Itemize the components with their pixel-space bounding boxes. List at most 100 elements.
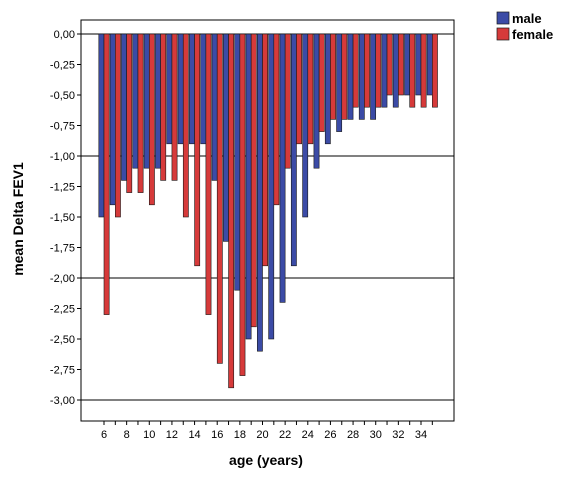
legend-swatch-male [496, 11, 510, 25]
bar-female-23 [296, 33, 302, 145]
bar-female-20 [262, 33, 268, 267]
bar-female-14 [194, 33, 201, 267]
bar-female-29 [364, 33, 370, 108]
x-tick-label-24: 24 [302, 429, 314, 441]
x-tick-label-34: 34 [415, 429, 427, 441]
bar-male-26 [324, 33, 331, 145]
bar-male-32 [392, 33, 399, 108]
legend-label-female: female [512, 27, 553, 42]
bar-male-21 [268, 33, 275, 340]
bar-male-15 [200, 33, 207, 145]
bar-male-33 [404, 33, 410, 96]
plot-frame [80, 19, 455, 422]
bar-male-17 [223, 33, 229, 242]
bar-female-26 [330, 33, 336, 120]
bar-female-33 [409, 33, 416, 108]
x-tick-label-20: 20 [256, 429, 268, 441]
bar-female-17 [228, 33, 235, 389]
x-tick-label-12: 12 [166, 429, 178, 441]
legend-label-male: male [512, 11, 542, 26]
y-tick-label-11: -2,75 [50, 365, 75, 377]
y-tick-label-8: -2,00 [50, 273, 75, 285]
bar-female-31 [386, 33, 393, 96]
bar-male-20 [256, 33, 263, 352]
x-axis-title: age (years) [229, 452, 303, 468]
bar-male-28 [347, 33, 354, 120]
bar-male-27 [336, 33, 343, 132]
bar-male-16 [211, 33, 218, 181]
bar-male-31 [381, 33, 388, 108]
bar-male-9 [132, 33, 139, 169]
bar-female-30 [375, 33, 382, 108]
bar-male-25 [313, 33, 320, 169]
x-tick-label-26: 26 [324, 429, 336, 441]
bar-female-25 [318, 33, 325, 132]
bar-female-35 [432, 33, 438, 108]
bar-male-35 [426, 33, 433, 96]
y-tick-label-3: -0,75 [50, 121, 75, 133]
bar-male-24 [302, 33, 309, 218]
bar-female-16 [216, 33, 223, 364]
bar-female-28 [352, 33, 359, 108]
x-tick-label-18: 18 [234, 429, 246, 441]
bar-male-14 [189, 33, 195, 145]
bars [98, 33, 438, 389]
bar-female-27 [341, 33, 348, 120]
bar-female-32 [398, 33, 404, 96]
bar-male-6 [98, 33, 105, 218]
bar-female-6 [103, 33, 110, 315]
bar-male-30 [370, 33, 377, 120]
y-tick-label-1: -0,25 [50, 60, 75, 72]
bar-female-15 [205, 33, 212, 315]
bar-female-18 [239, 33, 246, 376]
x-axis: 6 8 10 12 14 16 18 20 22 24 26 28 30 32 34 [101, 421, 433, 441]
bar-male-22 [279, 33, 286, 303]
bar-female-11 [160, 33, 167, 181]
y-tick-label-7: -1,75 [50, 243, 75, 255]
x-tick-label-22: 22 [279, 429, 291, 441]
bar-female-9 [137, 33, 144, 193]
bar-male-23 [290, 33, 297, 267]
bar-female-13 [182, 33, 189, 218]
bar-female-19 [250, 33, 257, 328]
x-tick-label-8: 8 [124, 429, 130, 441]
bar-male-7 [109, 33, 116, 206]
bar-female-21 [273, 33, 280, 206]
y-tick-label-10: -2,50 [50, 334, 75, 346]
bar-male-11 [155, 33, 161, 169]
bar-female-34 [420, 33, 427, 108]
x-tick-label-10: 10 [143, 429, 155, 441]
x-tick-label-32: 32 [392, 429, 404, 441]
legend-swatch-female [496, 27, 510, 41]
bar-male-13 [177, 33, 184, 145]
x-tick-label-6: 6 [101, 429, 107, 441]
bar-male-34 [415, 33, 422, 96]
y-tick-label-0: 0,00 [54, 29, 75, 41]
bar-male-8 [121, 33, 127, 181]
bar-male-12 [166, 33, 173, 145]
x-tick-label-30: 30 [370, 429, 382, 441]
y-tick-label-9: -2,25 [50, 304, 75, 316]
bar-female-7 [115, 33, 121, 218]
bar-female-8 [126, 33, 133, 193]
x-tick-label-28: 28 [347, 429, 359, 441]
bar-male-29 [358, 33, 365, 120]
y-axis: 0,00 -0,25 -0,50 -0,75 -1,00 -1,25 -1,50 -1,75 -… [50, 29, 81, 407]
y-tick-label-4: -1,00 [50, 151, 75, 163]
bar-female-12 [171, 33, 178, 181]
bar-female-10 [148, 33, 155, 206]
y-tick-label-12: -3,00 [50, 395, 75, 407]
x-tick-label-16: 16 [211, 429, 223, 441]
x-tick-label-14: 14 [188, 429, 200, 441]
bar-male-18 [234, 33, 241, 291]
y-axis-title: mean Delta FEV1 [10, 162, 26, 276]
bar-male-19 [245, 33, 252, 340]
y-tick-label-2: -0,50 [50, 90, 75, 102]
bar-male-10 [143, 33, 150, 169]
y-tick-label-5: -1,25 [50, 182, 75, 194]
y-tick-label-6: -1,50 [50, 212, 75, 224]
bar-female-24 [307, 33, 314, 145]
bar-female-22 [284, 33, 291, 169]
